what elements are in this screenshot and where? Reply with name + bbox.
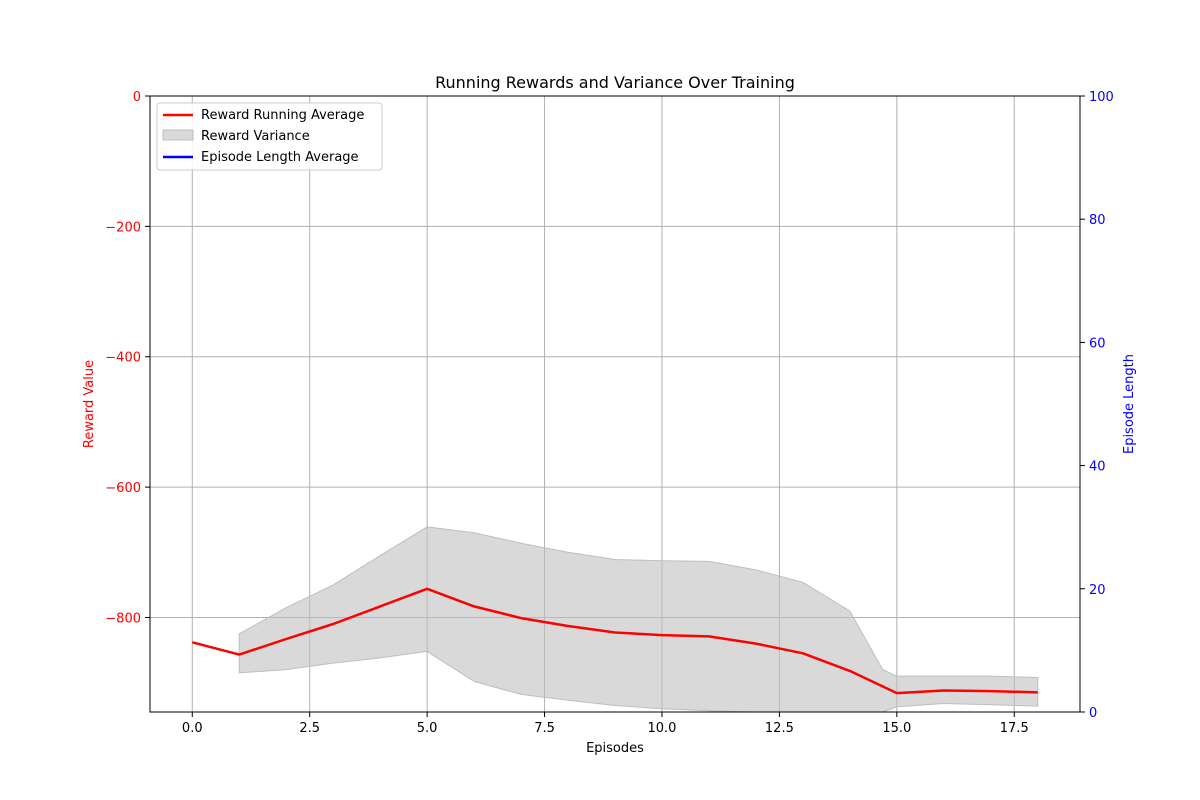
- y-left-tick-label: −400: [105, 351, 141, 366]
- legend-reward-label: Reward Running Average: [201, 108, 364, 123]
- y-right-tick-label: 80: [1089, 213, 1106, 228]
- y-right-tick-label: 60: [1089, 336, 1106, 351]
- reward-line-layer: [191, 587, 1038, 695]
- y-axis-right: 0 20 40 60 80 100: [1080, 90, 1114, 721]
- x-axis: 0.0 2.5 5.0 7.5 10.0 12.5 15.0 17.5: [182, 712, 1029, 736]
- x-tick-label: 12.5: [765, 721, 794, 736]
- legend-variance-label: Reward Variance: [201, 129, 310, 144]
- legend-variance-swatch: [162, 129, 194, 141]
- x-axis-label: Episodes: [586, 741, 644, 756]
- y-left-tick-label: −600: [105, 481, 141, 496]
- x-tick-label: 15.0: [882, 721, 911, 736]
- y-left-tick-label: 0: [133, 90, 141, 105]
- x-tick-label: 17.5: [1000, 721, 1029, 736]
- x-tick-label: 0.0: [182, 721, 203, 736]
- x-tick-label: 10.0: [647, 721, 676, 736]
- x-tick-label: 5.0: [417, 721, 438, 736]
- y-right-tick-label: 0: [1089, 706, 1097, 721]
- chart-title: Running Rewards and Variance Over Traini…: [435, 73, 795, 92]
- plot-frame: [149, 95, 1081, 713]
- y-left-tick-label: −800: [105, 611, 141, 626]
- y-left-tick-label: −200: [105, 220, 141, 235]
- variance-band-layer: [238, 526, 1039, 713]
- y-right-tick-label: 20: [1089, 583, 1106, 598]
- legend-box: [156, 102, 383, 171]
- y-axis-right-label: Episode Length: [1122, 354, 1137, 454]
- y-right-tick-label: 100: [1089, 90, 1114, 105]
- y-axis-left: 0 −200 −400 −600 −800: [105, 90, 150, 626]
- x-tick-label: 7.5: [534, 721, 555, 736]
- reward-variance-band: [238, 526, 1039, 713]
- y-right-tick-label: 40: [1089, 460, 1106, 475]
- reward-running-average-line: [191, 587, 1038, 695]
- legend: Reward Running Average Reward Variance E…: [156, 102, 383, 171]
- x-tick-label: 2.5: [299, 721, 320, 736]
- y-axis-left-label: Reward Value: [82, 360, 97, 448]
- legend-length-label: Episode Length Average: [201, 150, 359, 165]
